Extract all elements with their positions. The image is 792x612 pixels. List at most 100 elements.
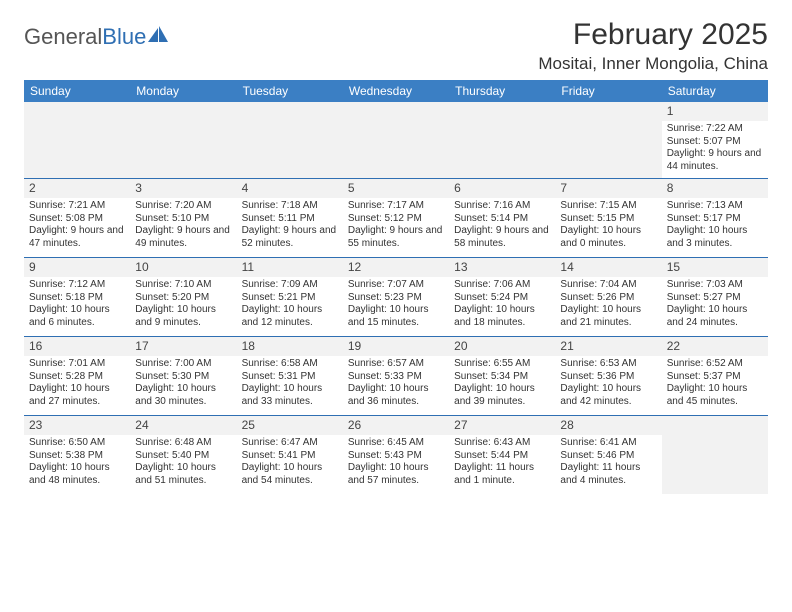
sunset-text: Sunset: 5:28 PM	[29, 371, 125, 384]
day-cell: 1Sunrise: 7:22 AMSunset: 5:07 PMDaylight…	[662, 102, 768, 178]
day-cell: 13Sunrise: 7:06 AMSunset: 5:24 PMDayligh…	[449, 258, 555, 336]
dayname-sunday: Sunday	[24, 80, 130, 102]
day-cell: 27 Sunrise: 6:43 AMSunset: 5:44 PMDayligh…	[449, 416, 555, 494]
day-text: Daylight: 10 hours and 18 minutes.	[454, 304, 550, 329]
day-text: Daylight: 10 hours and 27 minutes.	[29, 383, 125, 408]
sunrise-text: Sunrise: 7:03 AM	[667, 279, 763, 292]
dayname-saturday: Saturday	[662, 80, 768, 102]
day-names-row: Sunday Monday Tuesday Wednesday Thursday…	[24, 80, 768, 102]
day-cell: 19Sunrise: 6:57 AMSunset: 5:33 PMDayligh…	[343, 337, 449, 415]
day-number: 1	[662, 102, 768, 121]
sunrise-text: Sunrise: 6:43 AM	[454, 437, 550, 450]
sunrise-text: Sunrise: 7:04 AM	[560, 279, 656, 292]
day-text: Daylight: 10 hours and 0 minutes.	[560, 225, 656, 250]
sunset-text: Sunset: 5:20 PM	[135, 292, 231, 305]
day-number: 28	[555, 416, 661, 435]
day-cell: 3Sunrise: 7:20 AMSunset: 5:10 PMDaylight…	[130, 179, 236, 257]
sunset-text: Sunset: 5:10 PM	[135, 213, 231, 226]
day-text: Daylight: 9 hours and 55 minutes.	[348, 225, 444, 250]
sunset-text: Sunset: 5:15 PM	[560, 213, 656, 226]
day-cell: 5Sunrise: 7:17 AMSunset: 5:12 PMDaylight…	[343, 179, 449, 257]
day-number: 26	[343, 416, 449, 435]
day-text: Daylight: 10 hours and 54 minutes.	[242, 462, 338, 487]
calendar-grid: Sunday Monday Tuesday Wednesday Thursday…	[24, 80, 768, 494]
day-number: 13	[449, 258, 555, 277]
day-cell: 18Sunrise: 6:58 AMSunset: 5:31 PMDayligh…	[237, 337, 343, 415]
sunrise-text: Sunrise: 7:06 AM	[454, 279, 550, 292]
day-cell: 17Sunrise: 7:00 AMSunset: 5:30 PMDayligh…	[130, 337, 236, 415]
day-text: Daylight: 10 hours and 24 minutes.	[667, 304, 763, 329]
day-text: Daylight: 11 hours and 4 minutes.	[560, 462, 656, 487]
logo-text-1: General	[24, 24, 102, 50]
day-number: 21	[555, 337, 661, 356]
sunset-text: Sunset: 5:08 PM	[29, 213, 125, 226]
day-number: 9	[24, 258, 130, 277]
sunset-text: Sunset: 5:31 PM	[242, 371, 338, 384]
day-number: 27	[449, 416, 555, 435]
sunrise-text: Sunrise: 6:53 AM	[560, 358, 656, 371]
day-cell: 9Sunrise: 7:12 AMSunset: 5:18 PMDaylight…	[24, 258, 130, 336]
sunset-text: Sunset: 5:46 PM	[560, 450, 656, 463]
day-cell: 26Sunrise: 6:45 AMSunset: 5:43 PMDayligh…	[343, 416, 449, 494]
location-subtitle: Mositai, Inner Mongolia, China	[538, 54, 768, 74]
sunrise-text: Sunrise: 6:41 AM	[560, 437, 656, 450]
day-cell: 8Sunrise: 7:13 AMSunset: 5:17 PMDaylight…	[662, 179, 768, 257]
week-row: 9Sunrise: 7:12 AMSunset: 5:18 PMDaylight…	[24, 257, 768, 336]
day-number: 3	[130, 179, 236, 198]
day-number: 11	[237, 258, 343, 277]
sunset-text: Sunset: 5:27 PM	[667, 292, 763, 305]
day-text: Daylight: 10 hours and 36 minutes.	[348, 383, 444, 408]
day-cell: 7 Sunrise: 7:15 AMSunset: 5:15 PMDaylight…	[555, 179, 661, 257]
day-cell: 6Sunrise: 7:16 AMSunset: 5:14 PMDaylight…	[449, 179, 555, 257]
day-number: 24	[130, 416, 236, 435]
day-number: 12	[343, 258, 449, 277]
logo-sail-icon	[148, 24, 170, 50]
sunrise-text: Sunrise: 7:15 AM	[560, 200, 656, 213]
dayname-friday: Friday	[555, 80, 661, 102]
sunrise-text: Sunrise: 7:00 AM	[135, 358, 231, 371]
empty-cell	[24, 102, 130, 178]
day-number: 17	[130, 337, 236, 356]
day-number: 10	[130, 258, 236, 277]
weeks-container: 1 Sunrise: 7:22 AMSunset: 5:07 PM Daylight…	[24, 102, 768, 494]
day-cell: 15 Sunrise: 7:03 AMSunset: 5:27 PMDayligh…	[662, 258, 768, 336]
sunrise-text: Sunrise: 7:13 AM	[667, 200, 763, 213]
dayname-tuesday: Tuesday	[237, 80, 343, 102]
sunset-text: Sunset: 5:44 PM	[454, 450, 550, 463]
day-cell: 25Sunrise: 6:47 AMSunset: 5:41 PMDayligh…	[237, 416, 343, 494]
sunrise-text: Sunrise: 6:55 AM	[454, 358, 550, 371]
sunrise-text: Sunrise: 6:48 AM	[135, 437, 231, 450]
sunset-text: Sunset: 5:17 PM	[667, 213, 763, 226]
sunrise-text: Sunrise: 6:58 AM	[242, 358, 338, 371]
sunset-text: Sunset: 5:26 PM	[560, 292, 656, 305]
day-number: 25	[237, 416, 343, 435]
sunrise-text: Sunrise: 6:45 AM	[348, 437, 444, 450]
empty-cell	[343, 102, 449, 178]
day-cell: 16Sunrise: 7:01 AMSunset: 5:28 PMDayligh…	[24, 337, 130, 415]
day-number: 19	[343, 337, 449, 356]
sunset-text: Sunset: 5:30 PM	[135, 371, 231, 384]
empty-cell	[555, 102, 661, 178]
day-cell: 22Sunrise: 6:52 AMSunset: 5:37 PMDayligh…	[662, 337, 768, 415]
day-cell: 20Sunrise: 6:55 AMSunset: 5:34 PMDayligh…	[449, 337, 555, 415]
week-row: 23Sunrise: 6:50 AMSunset: 5:38 PMDayligh…	[24, 415, 768, 494]
day-number: 8	[662, 179, 768, 198]
day-cell: 14Sunrise: 7:04 AMSunset: 5:26 PMDayligh…	[555, 258, 661, 336]
empty-cell	[662, 416, 768, 494]
day-text: Daylight: 10 hours and 12 minutes.	[242, 304, 338, 329]
sunset-text: Sunset: 5:18 PM	[29, 292, 125, 305]
day-text: Daylight: 9 hours and 47 minutes.	[29, 225, 125, 250]
day-number: 5	[343, 179, 449, 198]
day-cell: 21Sunrise: 6:53 AMSunset: 5:36 PMDayligh…	[555, 337, 661, 415]
sunrise-text: Sunrise: 7:09 AM	[242, 279, 338, 292]
sunrise-text: Sunrise: 7:22 AM	[667, 123, 763, 136]
logo-text-2: Blue	[102, 24, 146, 50]
day-number: 7	[555, 179, 661, 198]
sunset-text: Sunset: 5:07 PM	[667, 136, 763, 149]
sunset-text: Sunset: 5:38 PM	[29, 450, 125, 463]
day-text: Daylight: 11 hours and 1 minute.	[454, 462, 550, 487]
day-cell: 2Sunrise: 7:21 AMSunset: 5:08 PMDaylight…	[24, 179, 130, 257]
day-number: 15	[662, 258, 768, 277]
sunset-text: Sunset: 5:43 PM	[348, 450, 444, 463]
sunset-text: Sunset: 5:11 PM	[242, 213, 338, 226]
